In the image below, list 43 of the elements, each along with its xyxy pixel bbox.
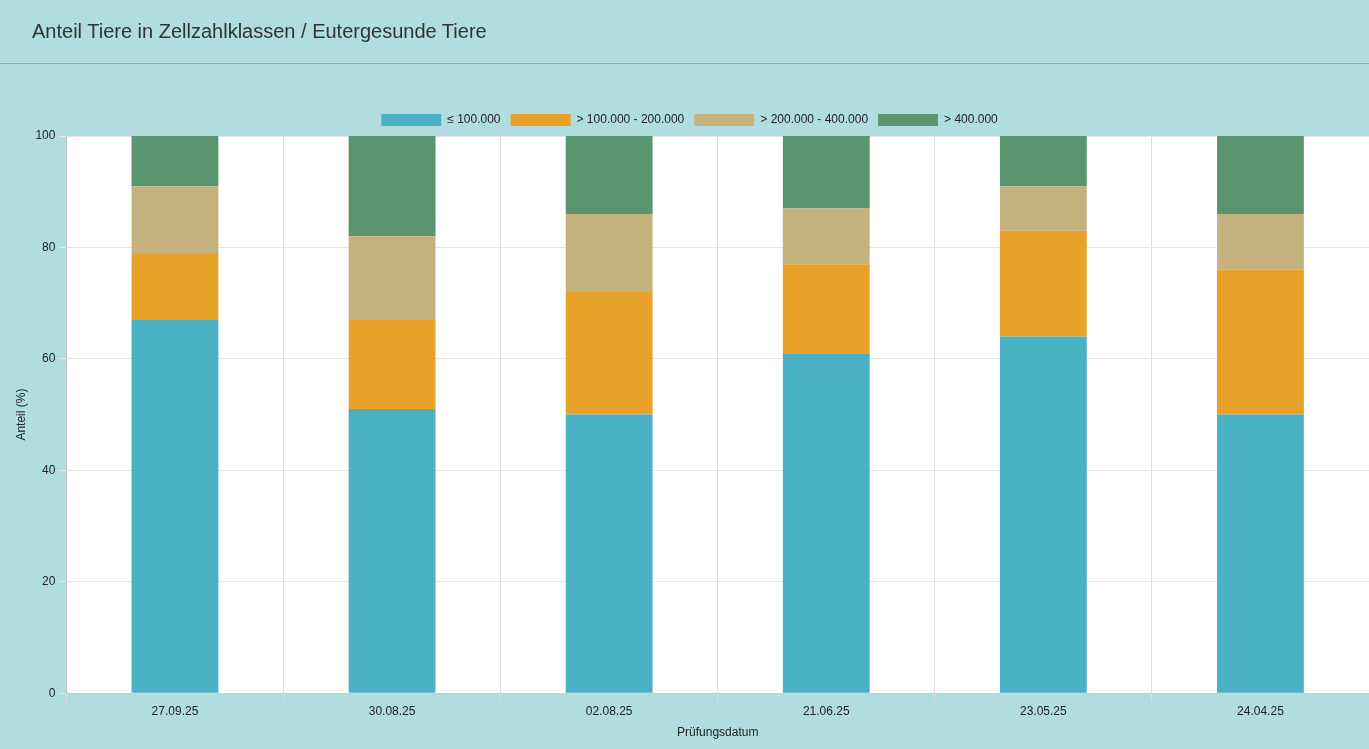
legend-label: > 100.000 - 200.000	[576, 112, 685, 127]
bar	[999, 230, 1087, 337]
x-tick-label: 27.09.25	[151, 703, 199, 718]
bar	[565, 214, 653, 293]
bar	[1217, 414, 1304, 693]
legend-label: > 200.000 - 400.000	[760, 112, 869, 127]
bar	[348, 236, 436, 320]
bar	[131, 319, 219, 693]
bar	[565, 414, 653, 693]
bar	[348, 136, 436, 237]
bar	[999, 136, 1087, 187]
y-tick-label: 20	[42, 574, 56, 589]
bar	[1217, 269, 1304, 415]
bar	[782, 264, 870, 354]
bar	[782, 208, 870, 265]
bar	[999, 336, 1087, 693]
bar	[1217, 136, 1304, 215]
y-tick-label: 0	[48, 685, 56, 700]
legend-label: ≤ 100.000	[447, 112, 501, 127]
bar	[565, 292, 653, 415]
y-tick-label: 40	[42, 462, 56, 477]
bar	[131, 253, 219, 320]
x-tick-label: 21.06.25	[802, 703, 850, 718]
bar	[348, 409, 436, 693]
bar	[782, 136, 870, 209]
y-tick-label: 60	[42, 351, 56, 366]
x-tick-label: 02.08.25	[585, 703, 633, 718]
x-tick-label: 30.08.25	[368, 703, 416, 718]
bar	[999, 186, 1087, 231]
bar	[348, 319, 436, 410]
y-tick-label: 100	[35, 128, 56, 143]
legend-label: > 400.000	[944, 112, 999, 127]
x-axis-title: Prüfungsdatum	[677, 725, 759, 740]
y-tick-label: 80	[42, 239, 56, 254]
bar	[565, 136, 653, 215]
x-tick-label: 24.04.25	[1237, 703, 1285, 718]
bar	[131, 136, 219, 187]
x-tick-label: 23.05.25	[1020, 703, 1068, 718]
bar	[1217, 214, 1304, 270]
bar	[131, 186, 219, 254]
y-axis-title: Anteil (%)	[13, 388, 28, 441]
chart-title: Anteil Tiere in Zellzahlklassen / Eutergesunde Tiere	[0, 0, 1369, 64]
bar	[782, 353, 870, 693]
